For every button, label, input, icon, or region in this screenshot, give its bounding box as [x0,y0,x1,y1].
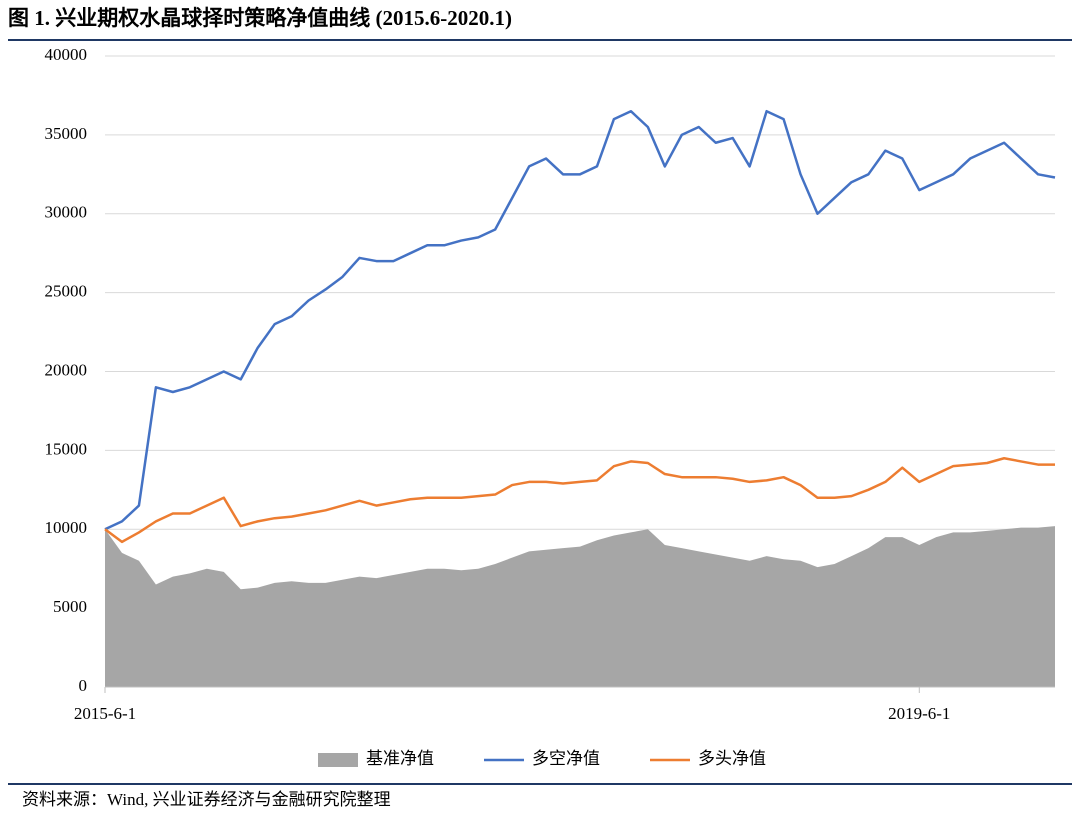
legend-swatch [318,753,358,767]
source: 资料来源：Wind, 兴业证券经济与金融研究院整理 [22,790,391,809]
x-tick-label: 2015-6-1 [74,704,136,723]
y-tick-label: 0 [79,676,88,695]
y-tick-label: 10000 [45,518,88,537]
line [104,109,1056,531]
y-tick-label: 25000 [45,282,88,301]
y-tick-label: 30000 [45,203,88,222]
line [104,457,1055,544]
legend-label: 多空净值 [532,749,600,768]
chart-title: 图 1. 兴业期权水晶球择时策略净值曲线 (2015.6-2020.1) [8,6,512,30]
y-tick-label: 40000 [45,45,88,64]
y-tick-label: 15000 [45,439,88,458]
legend-label: 基准净值 [366,749,434,768]
y-tick-label: 5000 [53,597,87,616]
area [105,526,1055,687]
y-tick-label: 35000 [45,124,88,143]
y-tick-label: 20000 [45,360,88,379]
legend-label: 多头净值 [698,749,766,768]
x-tick-label: 2019-6-1 [888,704,950,723]
